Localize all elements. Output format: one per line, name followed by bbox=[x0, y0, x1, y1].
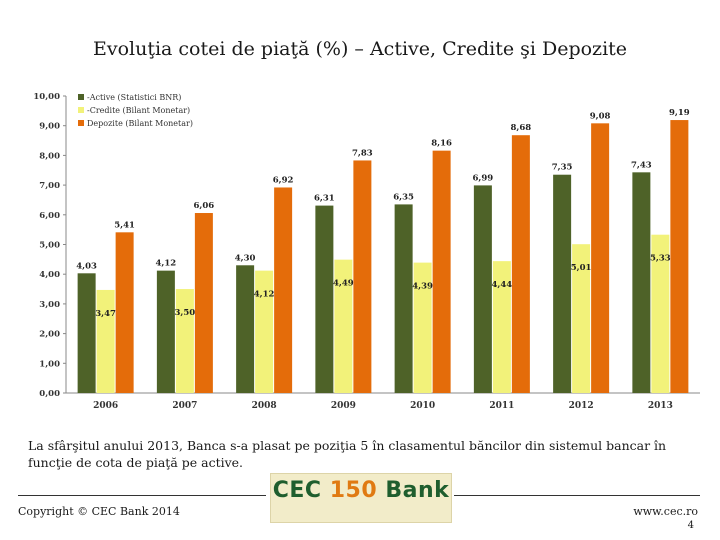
caption-text: La sfârşitul anului 2013, Banca s-a plas… bbox=[28, 438, 667, 470]
data-label: 7,83 bbox=[352, 148, 373, 158]
y-tick-label: 6,00 bbox=[39, 211, 60, 221]
slide-title: Evoluţia cotei de piaţă (%) – Active, Cr… bbox=[92, 38, 628, 60]
data-label: 6,99 bbox=[473, 173, 494, 183]
bar-2010-s1 bbox=[413, 262, 432, 393]
data-label: 5,41 bbox=[114, 220, 135, 230]
bar-2008-s0 bbox=[236, 265, 255, 393]
data-label: 8,68 bbox=[511, 123, 532, 133]
data-label: 9,19 bbox=[669, 108, 690, 118]
bar-2011-s1 bbox=[492, 261, 511, 393]
x-tick-label: 2013 bbox=[648, 401, 673, 411]
legend-swatch-s0 bbox=[78, 94, 84, 100]
bar-2007-s2 bbox=[194, 213, 213, 393]
website-link[interactable]: www.cec.ro bbox=[633, 505, 698, 518]
data-label: 3,50 bbox=[175, 308, 196, 318]
logo-wordmark: CEC 150 Bank bbox=[272, 478, 450, 503]
y-tick-label: 8,00 bbox=[39, 151, 60, 161]
y-tick-label: 4,00 bbox=[39, 270, 60, 280]
page-number: 4 bbox=[687, 520, 694, 531]
data-label: 4,12 bbox=[156, 259, 177, 269]
cec-bank-logo: CEC 150 Bank bbox=[270, 473, 452, 523]
market-share-chart: 0,00 1,00 2,00 3,00 4,00 5,00 6,00 7,00 8,00 9,00… bbox=[33, 92, 700, 411]
bar-2013-s1 bbox=[651, 234, 670, 393]
y-tick-label: 3,00 bbox=[39, 300, 60, 310]
data-label: 6,06 bbox=[194, 201, 215, 211]
data-label: 4,03 bbox=[76, 261, 97, 271]
legend-entry: Depozite (Bilant Monetar) bbox=[87, 119, 193, 128]
data-label: 3,47 bbox=[95, 309, 116, 319]
bar-2011-s0 bbox=[473, 185, 492, 393]
data-label: 4,12 bbox=[254, 290, 275, 300]
data-label: 6,92 bbox=[273, 175, 294, 185]
bar-2006-s1 bbox=[96, 289, 115, 393]
x-tick-label: 2012 bbox=[569, 401, 594, 411]
x-tick-label: 2010 bbox=[410, 401, 435, 411]
legend-swatch-s2 bbox=[78, 120, 84, 126]
legend-swatch-s1 bbox=[78, 107, 84, 113]
data-label: 4,39 bbox=[412, 282, 433, 292]
bar-2006-s0 bbox=[77, 273, 96, 393]
y-tick-label: 0,00 bbox=[39, 389, 60, 399]
x-tick-label: 2011 bbox=[489, 401, 514, 411]
bar-2008-s1 bbox=[255, 270, 274, 393]
footer-divider-left bbox=[18, 495, 266, 496]
bar-2012-s2 bbox=[591, 123, 610, 393]
data-label: 4,49 bbox=[333, 279, 354, 289]
bar-2009-s0 bbox=[315, 205, 334, 393]
bar-2010-s2 bbox=[432, 150, 451, 393]
y-tick-label: 7,00 bbox=[39, 181, 60, 191]
data-label: 5,33 bbox=[650, 254, 671, 264]
bar-2010-s0 bbox=[394, 204, 413, 393]
bar-2009-s2 bbox=[353, 160, 372, 393]
x-tick-label: 2006 bbox=[93, 401, 118, 411]
bar-2012-s1 bbox=[572, 244, 591, 393]
data-label: 6,35 bbox=[393, 192, 414, 202]
data-label: 6,31 bbox=[314, 194, 335, 204]
legend-entry: -Active (Statistici BNR) bbox=[87, 93, 181, 102]
bar-2011-s2 bbox=[511, 135, 530, 394]
data-label: 7,43 bbox=[631, 160, 652, 170]
y-tick-label: 10,00 bbox=[33, 92, 60, 102]
y-tick-label: 1,00 bbox=[39, 359, 60, 369]
data-label: 9,08 bbox=[590, 111, 611, 121]
bar-2013-s2 bbox=[670, 120, 689, 393]
y-tick-label: 9,00 bbox=[39, 122, 60, 132]
legend-entry: -Credite (Bilant Monetar) bbox=[87, 106, 190, 115]
bar-2007-s0 bbox=[156, 270, 175, 393]
y-tick-label: 2,00 bbox=[39, 330, 60, 340]
data-label: 4,30 bbox=[235, 253, 256, 263]
x-tick-label: 2009 bbox=[331, 401, 356, 411]
footer-divider-right bbox=[454, 495, 700, 496]
data-label: 8,16 bbox=[431, 139, 452, 149]
bar-2007-s1 bbox=[175, 289, 194, 393]
x-tick-label: 2007 bbox=[172, 401, 197, 411]
data-label: 5,01 bbox=[571, 263, 592, 273]
data-label: 7,35 bbox=[552, 163, 573, 173]
y-tick-label: 5,00 bbox=[39, 241, 60, 251]
bar-2008-s2 bbox=[274, 187, 293, 393]
bar-2013-s0 bbox=[632, 172, 651, 393]
bar-2006-s2 bbox=[115, 232, 134, 393]
bar-2009-s1 bbox=[334, 259, 353, 393]
x-tick-label: 2008 bbox=[252, 401, 277, 411]
data-label: 4,44 bbox=[492, 280, 513, 290]
copyright-text: Copyright © CEC Bank 2014 bbox=[18, 505, 180, 518]
bar-2012-s0 bbox=[553, 174, 572, 393]
